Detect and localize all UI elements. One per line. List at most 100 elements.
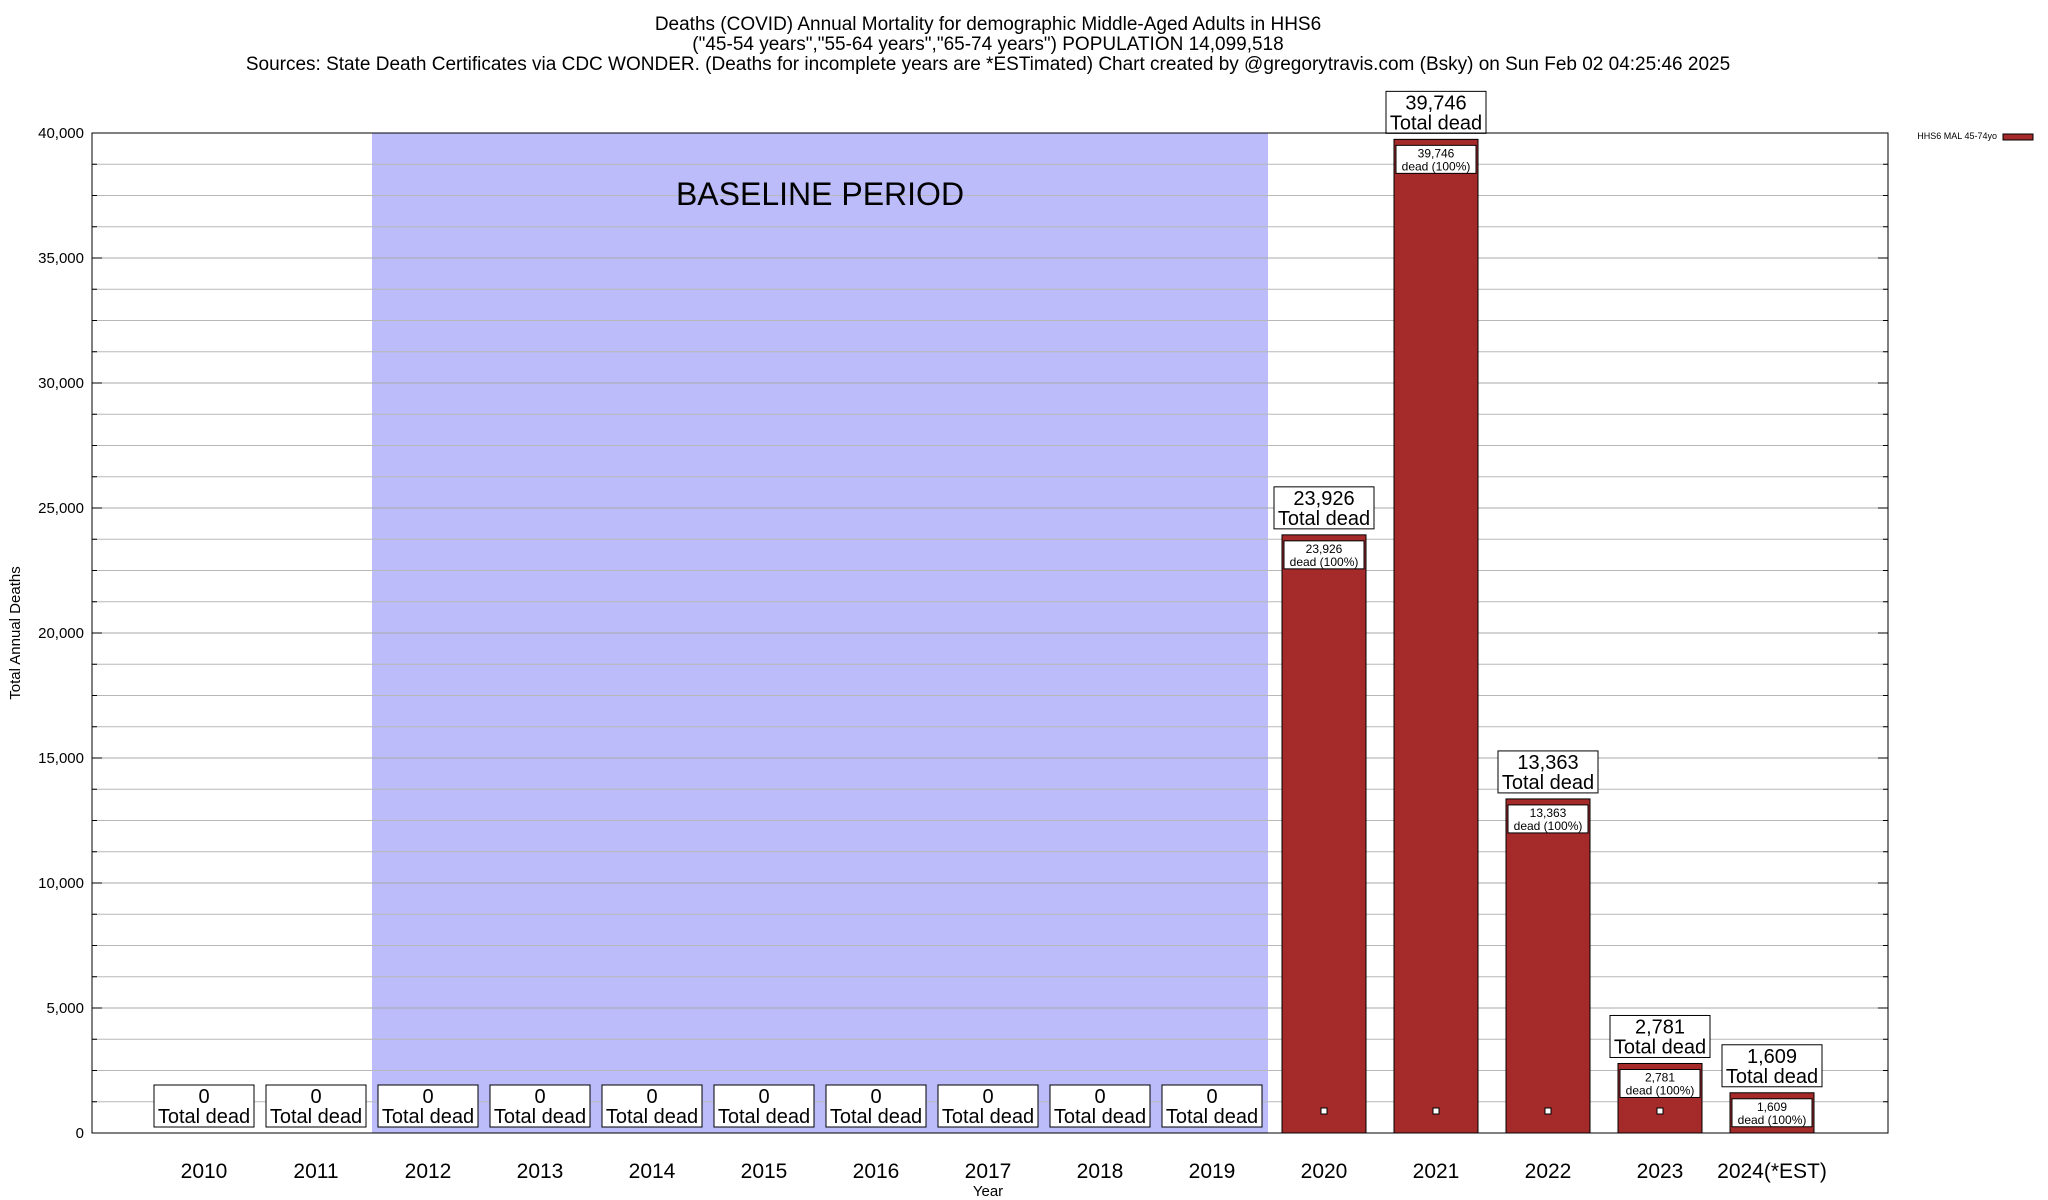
y-tick-label: 5,000 — [46, 1000, 84, 1017]
total-label-value: 2,781 — [1635, 1016, 1685, 1038]
total-label-box — [265, 1084, 367, 1128]
total-label-box — [489, 1084, 591, 1128]
segment-label-value: 2,781 — [1645, 1070, 1675, 1084]
y-tick-label: 30,000 — [38, 375, 84, 392]
segment-label-value: 39,746 — [1418, 146, 1455, 160]
total-label-box — [377, 1084, 479, 1128]
total-label-value: 0 — [534, 1086, 545, 1108]
total-label-value: 0 — [982, 1086, 993, 1108]
x-marker — [1320, 1107, 1328, 1115]
total-label-caption: Total dead — [1054, 1106, 1146, 1128]
total-label-value: 0 — [646, 1086, 657, 1108]
total-label-box — [601, 1084, 703, 1128]
x-tick-label: 2011 — [293, 1160, 338, 1183]
total-label-caption: Total dead — [382, 1106, 474, 1128]
x-tick-label: 2022 — [1525, 1160, 1572, 1183]
total-label-box — [1497, 750, 1599, 794]
total-label-value: 0 — [758, 1086, 769, 1108]
total-label-value: 0 — [422, 1086, 433, 1108]
segment-label-value: 13,363 — [1530, 806, 1567, 820]
x-axis-label: Year — [973, 1183, 1003, 1200]
segment-label-value: 23,926 — [1306, 542, 1343, 556]
bar — [1505, 798, 1591, 1134]
segment-label-box — [1731, 1098, 1813, 1128]
y-tick-label: 15,000 — [38, 750, 84, 767]
total-label-box — [153, 1084, 255, 1128]
bar — [1393, 138, 1479, 1134]
x-tick-label: 2015 — [741, 1160, 788, 1183]
bar — [1281, 534, 1367, 1134]
total-label-value: 39,746 — [1405, 92, 1466, 114]
x-marker — [1432, 1107, 1440, 1115]
total-label-value: 0 — [1094, 1086, 1105, 1108]
legend-swatch — [2002, 133, 2034, 141]
y-tick-label: 25,000 — [38, 500, 84, 517]
y-tick-label: 0 — [76, 1125, 84, 1142]
chart-title-line: ("45-54 years","55-64 years","65-74 year… — [692, 34, 1283, 55]
total-label-caption: Total dead — [1726, 1066, 1818, 1088]
total-label-value: 0 — [310, 1086, 321, 1108]
total-label-value: 0 — [870, 1086, 881, 1108]
total-label-box — [1273, 486, 1375, 530]
legend-label: HHS6 MAL 45-74yo — [1917, 131, 1997, 141]
y-axis-label: Total Annual Deaths — [7, 566, 24, 699]
total-label-box — [1049, 1084, 1151, 1128]
chart-title-line: Deaths (COVID) Annual Mortality for demo… — [655, 14, 1321, 35]
total-label-caption: Total dead — [270, 1106, 362, 1128]
y-tick-label: 35,000 — [38, 250, 84, 267]
total-label-caption: Total dead — [158, 1106, 250, 1128]
total-label-value: 1,609 — [1747, 1046, 1797, 1068]
x-tick-label: 2023 — [1637, 1160, 1684, 1183]
total-label-caption: Total dead — [494, 1106, 586, 1128]
y-tick-label: 20,000 — [38, 625, 84, 642]
x-marker — [1544, 1107, 1552, 1115]
segment-label-box — [1283, 540, 1365, 570]
segment-label-box — [1507, 804, 1589, 834]
total-label-caption: Total dead — [942, 1106, 1034, 1128]
total-label-caption: Total dead — [718, 1106, 810, 1128]
segment-label-box — [1619, 1068, 1701, 1098]
segment-label-caption: dead (100%) — [1514, 819, 1583, 833]
segment-label-caption: dead (100%) — [1290, 555, 1359, 569]
total-label-box — [937, 1084, 1039, 1128]
y-tick-label: 40,000 — [38, 125, 84, 142]
segment-label-box — [1395, 144, 1477, 174]
total-label-caption: Total dead — [1278, 508, 1370, 530]
total-label-caption: Total dead — [830, 1106, 922, 1128]
total-label-caption: Total dead — [1614, 1036, 1706, 1058]
x-tick-label: 2020 — [1301, 1160, 1348, 1183]
x-tick-label: 2010 — [181, 1160, 228, 1183]
x-tick-label: 2021 — [1413, 1160, 1460, 1183]
total-label-caption: Total dead — [1390, 112, 1482, 134]
total-label-box — [1721, 1044, 1823, 1088]
segment-label-value: 1,609 — [1757, 1100, 1787, 1114]
x-tick-label: 2024(*EST) — [1717, 1160, 1827, 1183]
total-label-box — [1609, 1014, 1711, 1058]
x-marker — [1656, 1107, 1664, 1115]
chart-title-line: Sources: State Death Certificates via CD… — [246, 54, 1730, 75]
total-label-caption: Total dead — [1166, 1106, 1258, 1128]
total-label-value: 23,926 — [1293, 488, 1354, 510]
total-label-box — [1161, 1084, 1263, 1128]
total-label-box — [1385, 90, 1487, 134]
x-tick-label: 2013 — [517, 1160, 564, 1183]
y-tick-label: 10,000 — [38, 875, 84, 892]
total-label-caption: Total dead — [606, 1106, 698, 1128]
total-label-caption: Total dead — [1502, 772, 1594, 794]
baseline-period-label: BASELINE PERIOD — [676, 176, 964, 212]
total-label-box — [825, 1084, 927, 1128]
segment-label-caption: dead (100%) — [1402, 159, 1471, 173]
plot-frame — [91, 132, 1889, 1134]
x-tick-label: 2016 — [853, 1160, 900, 1183]
x-tick-label: 2019 — [1189, 1160, 1236, 1183]
segment-label-caption: dead (100%) — [1738, 1113, 1807, 1127]
total-label-box — [713, 1084, 815, 1128]
total-label-value: 13,363 — [1517, 752, 1578, 774]
total-label-value: 0 — [198, 1086, 209, 1108]
total-label-value: 0 — [1206, 1086, 1217, 1108]
x-tick-label: 2014 — [629, 1160, 676, 1183]
x-tick-label: 2017 — [965, 1160, 1012, 1183]
x-tick-label: 2018 — [1077, 1160, 1124, 1183]
x-tick-label: 2012 — [405, 1160, 452, 1183]
